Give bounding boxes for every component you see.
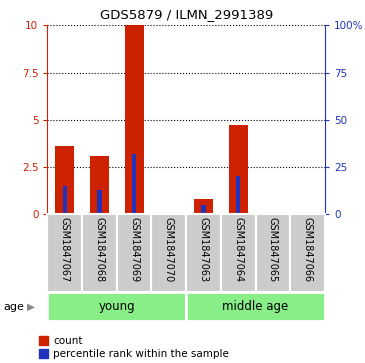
Text: GSM1847065: GSM1847065 [268, 216, 278, 282]
Bar [221, 214, 255, 292]
Text: GSM1847070: GSM1847070 [164, 216, 174, 282]
Bar [82, 214, 117, 292]
Bar [47, 292, 186, 321]
Bar [124, 25, 144, 214]
Bar [290, 214, 325, 292]
Bar [186, 292, 325, 321]
Bar [55, 146, 74, 214]
Bar [90, 156, 109, 214]
Bar [63, 186, 67, 214]
Bar [47, 214, 82, 292]
Bar [201, 205, 205, 214]
Text: age: age [4, 302, 24, 312]
Text: GSM1847067: GSM1847067 [60, 216, 70, 282]
Bar [194, 199, 213, 214]
Bar [117, 214, 151, 292]
Text: GSM1847066: GSM1847066 [303, 216, 312, 282]
Text: young: young [99, 300, 135, 313]
Bar [186, 214, 221, 292]
Bar [255, 214, 290, 292]
Bar [228, 125, 248, 214]
Bar [236, 176, 240, 214]
Bar [97, 189, 101, 214]
Text: GSM1847069: GSM1847069 [129, 216, 139, 282]
Legend: count, percentile rank within the sample: count, percentile rank within the sample [34, 332, 233, 363]
Text: GSM1847068: GSM1847068 [95, 216, 104, 282]
Text: middle age: middle age [222, 300, 289, 313]
Text: ▶: ▶ [27, 302, 35, 312]
Bar [151, 214, 186, 292]
Text: GSM1847064: GSM1847064 [233, 216, 243, 282]
Bar [132, 154, 136, 214]
Text: GSM1847063: GSM1847063 [199, 216, 208, 282]
Title: GDS5879 / ILMN_2991389: GDS5879 / ILMN_2991389 [100, 8, 273, 21]
